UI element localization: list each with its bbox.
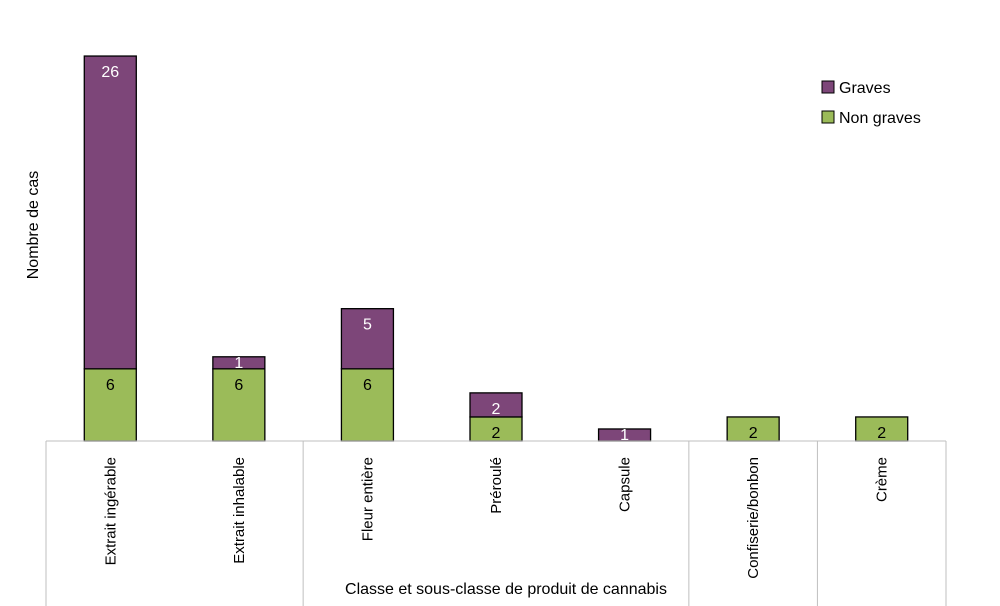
data-label-non-graves-extrait-ingerable: 6	[106, 377, 115, 394]
data-label-graves-fleur-entiere: 5	[363, 317, 372, 334]
data-label-non-graves-fleur-entiere: 6	[363, 377, 372, 394]
category-label-extrait-ingerable: Extrait ingérable	[102, 457, 119, 565]
legend-label-graves: Graves	[839, 80, 891, 97]
data-label-non-graves-extrait-inhalable: 6	[234, 377, 243, 394]
category-label-preroule: Préroulé	[488, 457, 505, 514]
x-axis-title: Classe et sous-classe de produit de cann…	[345, 581, 667, 598]
data-label-graves-extrait-ingerable: 26	[101, 64, 119, 81]
data-label-non-graves-confiserie-bonbon: 2	[749, 425, 758, 442]
bar-non-graves-extrait-inhalable	[212, 368, 266, 442]
category-label-creme: Crème	[874, 457, 891, 502]
data-label-non-graves-creme: 2	[877, 425, 886, 442]
y-axis-title: Nombre de cas	[25, 171, 42, 280]
bar-non-graves-extrait-ingerable	[83, 368, 137, 442]
category-label-confiserie-bonbon: Confiserie/bonbon	[745, 457, 762, 579]
legend-label-non-graves: Non graves	[839, 110, 921, 127]
category-label-capsule: Capsule	[617, 457, 634, 512]
legend-swatch-graves	[821, 80, 835, 94]
category-label-fleur-entiere: Fleur entière	[359, 457, 376, 541]
legend: Graves Non graves	[821, 80, 921, 127]
bar-graves-extrait-ingerable	[83, 55, 137, 370]
bars-layer: 6 26 6 1 6 5 2 2 1 2 2	[83, 55, 909, 444]
bar-non-graves-fleur-entiere	[340, 368, 395, 442]
category-label-extrait-inhalable: Extrait inhalable	[231, 457, 248, 564]
bar-graves-extrait-inhalable	[212, 356, 266, 370]
data-label-graves-preroule: 2	[492, 401, 501, 418]
data-label-graves-extrait-inhalable: 1	[234, 355, 243, 372]
category-axis	[45, 440, 947, 606]
legend-swatch-non-graves	[821, 110, 835, 124]
bar-graves-preroule	[469, 392, 523, 418]
data-label-graves-capsule: 1	[620, 427, 629, 444]
data-label-non-graves-preroule: 2	[492, 425, 501, 442]
category-labels: Extrait ingérable Extrait inhalable Fleur …	[102, 457, 890, 579]
bar-graves-fleur-entiere	[340, 308, 395, 370]
